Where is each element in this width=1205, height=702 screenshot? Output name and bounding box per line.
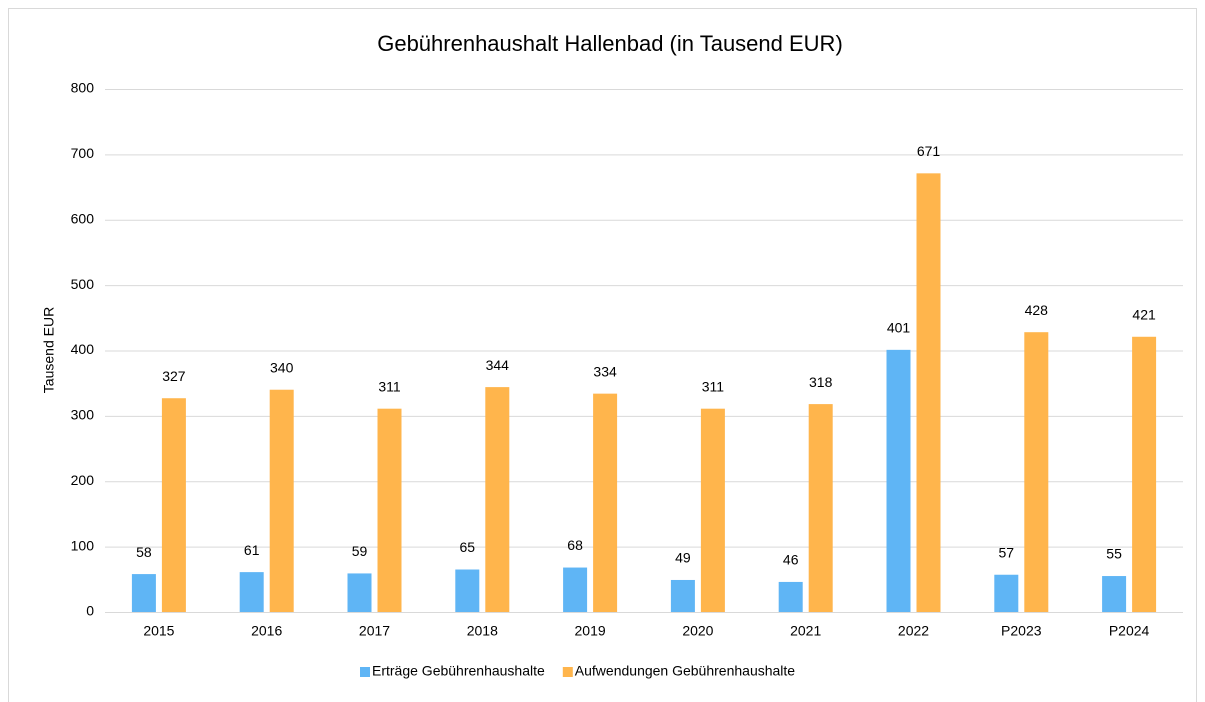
x-tick-label: 2016	[251, 623, 282, 639]
data-label: 58	[136, 544, 152, 560]
bar	[131, 574, 156, 612]
data-label: 344	[486, 357, 510, 373]
bar	[269, 389, 294, 612]
bar	[700, 408, 725, 612]
x-tick-label: 2022	[898, 623, 929, 639]
bar	[916, 173, 941, 613]
data-label: 334	[593, 363, 617, 379]
bar	[377, 408, 402, 612]
bar	[1102, 576, 1127, 612]
bar	[563, 567, 588, 612]
bar	[1132, 336, 1157, 612]
legend-swatch	[360, 667, 370, 677]
bar	[994, 574, 1019, 612]
chart-title: Gebührenhaushalt Hallenbad (in Tausend E…	[377, 31, 843, 56]
data-label: 59	[352, 543, 368, 559]
y-tick-label: 500	[71, 276, 95, 292]
x-tick-label: 2020	[682, 623, 713, 639]
data-label: 46	[783, 552, 799, 568]
bar	[593, 393, 618, 612]
bar	[485, 387, 510, 612]
data-label: 671	[917, 143, 941, 159]
legend-label: Erträge Gebührenhaushalte	[372, 663, 545, 679]
data-label: 311	[702, 378, 725, 394]
y-tick-label: 700	[71, 145, 95, 161]
bar	[239, 572, 264, 612]
data-label: 421	[1132, 306, 1156, 322]
x-tick-label: P2023	[1001, 623, 1042, 639]
data-label: 340	[270, 359, 294, 375]
bar	[670, 579, 695, 612]
data-label: 65	[460, 539, 476, 555]
bar	[455, 569, 480, 612]
data-label: 55	[1106, 546, 1122, 562]
data-label: 327	[162, 368, 186, 384]
y-tick-label: 800	[71, 80, 95, 96]
data-label: 318	[809, 374, 833, 390]
y-tick-label: 600	[71, 210, 95, 226]
x-tick-label: 2018	[467, 623, 498, 639]
y-tick-label: 0	[86, 603, 94, 619]
bar	[347, 573, 372, 612]
x-tick-label: 2015	[143, 623, 174, 639]
bar	[778, 581, 803, 612]
x-tick-label: P2024	[1109, 623, 1150, 639]
chart-border	[8, 8, 1197, 702]
y-tick-label: 300	[71, 407, 95, 423]
legend-swatch	[562, 667, 573, 677]
data-label: 428	[1025, 302, 1049, 318]
x-tick-label: 2021	[790, 623, 821, 639]
data-label: 311	[378, 378, 401, 394]
data-label: 49	[675, 550, 691, 566]
y-tick-label: 200	[71, 472, 95, 488]
data-label: 68	[567, 537, 583, 553]
y-tick-label: 400	[71, 341, 95, 357]
data-label: 57	[999, 544, 1015, 560]
y-axis-label: Tausend EUR	[41, 307, 57, 393]
bar	[808, 404, 833, 612]
y-tick-label: 100	[71, 537, 95, 553]
legend-label: Aufwendungen Gebührenhaushalte	[575, 663, 796, 679]
x-tick-label: 2017	[359, 623, 390, 639]
bar	[1024, 332, 1049, 612]
bar	[886, 349, 911, 612]
data-label: 401	[887, 320, 911, 336]
x-tick-label: 2019	[575, 623, 606, 639]
bar	[161, 398, 186, 612]
data-label: 61	[244, 542, 260, 558]
